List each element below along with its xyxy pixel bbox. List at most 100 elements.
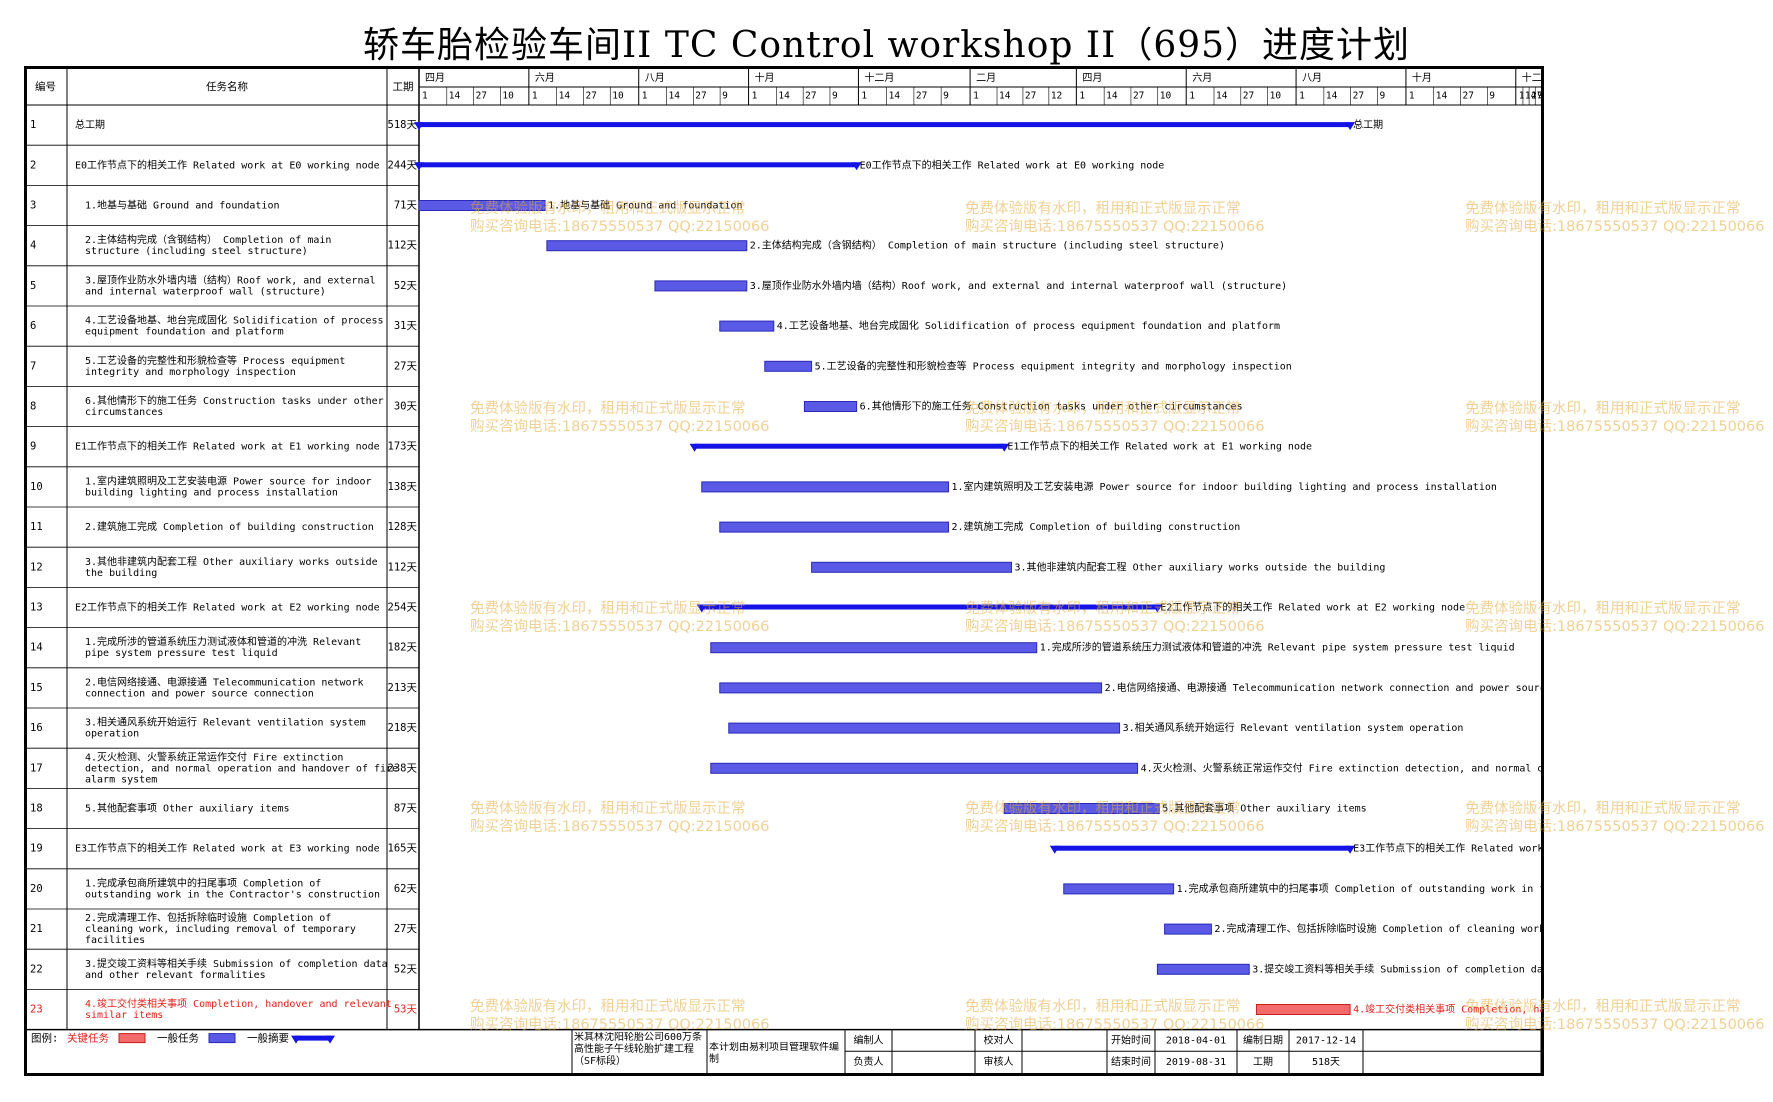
task-name: equipment foundation and platform: [85, 327, 284, 338]
task-id: 8: [30, 401, 36, 413]
timeline-month-label: 十月: [1412, 71, 1432, 84]
bar-label: 5.其他配套事项 Other auxiliary items: [1162, 802, 1367, 815]
timeline-tick-label: 27: [916, 91, 927, 102]
task-name: cleaning work, including removal of temp…: [85, 924, 356, 935]
task-id: 7: [30, 360, 36, 372]
task-name: 4.灭火检测、火警系统正常运作交付 Fire extinction: [85, 750, 343, 763]
task-name: 3.其他非建筑内配套工程 Other auxiliary works outsi…: [85, 555, 378, 568]
timeline-tick-label: 27: [1243, 91, 1254, 102]
task-bar: [701, 481, 949, 493]
summary-start-marker: [696, 604, 707, 613]
footer-company: 米其林沈阳轮胎公司600万条高性能子午线轮胎扩建工程（SF标段）: [574, 1031, 703, 1067]
task-bar: [719, 521, 949, 533]
bar-label: 2.完成清理工作、包括拆除临时设施 Completion of cleaning…: [1214, 922, 1541, 935]
task-bar: [1063, 883, 1175, 895]
task-id: 10: [30, 481, 43, 493]
footer-auditor-label: 审核人: [984, 1055, 1014, 1068]
task-duration: 62天: [394, 883, 418, 895]
task-duration: 182天: [388, 642, 418, 654]
header-no: 编号: [35, 80, 56, 93]
task-name: integrity and morphology inspection: [85, 367, 296, 378]
timeline-tick-label: 14: [1326, 91, 1338, 102]
task-name: 3.提交竣工资料等相关手续 Submission of completion d…: [85, 957, 388, 970]
task-name: circumstances: [85, 407, 163, 418]
summary-end-marker: [1345, 845, 1356, 854]
task-bar: [1156, 963, 1250, 975]
task-duration: 27天: [394, 923, 418, 935]
timeline-tick-label: 1: [1519, 91, 1525, 102]
summary-end-marker: [851, 162, 862, 171]
timeline-tick-label: 27: [1531, 91, 1541, 102]
timeline-tick-label: 10: [1160, 91, 1172, 102]
task-id: 21: [30, 923, 43, 935]
task-name: building lighting and process installati…: [85, 487, 338, 498]
bar-label: E1工作节点下的相关工作 Related work at E1 working …: [1007, 440, 1312, 453]
legend-normal-label: 一般任务: [157, 1032, 199, 1045]
task-duration: 27天: [394, 360, 418, 372]
timeline-month-label: 十月: [755, 71, 775, 84]
timeline-tick-label: 14: [1525, 91, 1537, 102]
summary-start-marker: [414, 162, 424, 171]
timeline-month-label: 八月: [1302, 72, 1322, 84]
task-name: the building: [85, 568, 157, 579]
bar-label: E2工作节点下的相关工作 Related work at E2 working …: [1160, 601, 1465, 614]
bar-label: 2.电信网络接通、电源接通 Telecommunication network …: [1105, 681, 1541, 694]
task-name: 5.工艺设备的完整性和形貌检查等 Process equipment: [85, 354, 345, 367]
bar-label: 3.相关通风系统开始运行 Relevant ventilation system…: [1123, 721, 1464, 734]
summary-bar: [694, 443, 1005, 449]
task-duration: 52天: [394, 280, 418, 292]
task-duration: 112天: [388, 561, 418, 573]
footer-duration-label: 工期: [1253, 1056, 1273, 1068]
timeline-tick-label: 1: [642, 91, 648, 102]
bar-label: 1.地基与基础 Ground and foundation: [548, 199, 743, 212]
timeline-tick-label: 1: [752, 91, 758, 102]
timeline-tick-label: 10: [1270, 91, 1282, 102]
legend-critical-swatch: [118, 1033, 146, 1044]
timeline-month-label: 八月: [645, 72, 665, 84]
timeline-tick-label: 14: [889, 91, 901, 102]
task-duration: 254天: [388, 602, 418, 614]
bar-label: 4.工艺设备地基、地台完成固化 Solidification of proces…: [777, 319, 1280, 332]
task-bar: [418, 200, 546, 211]
task-duration: 518天: [388, 119, 418, 131]
task-name: 4.工艺设备地基、地台完成固化 Solidification of proces…: [85, 314, 384, 327]
task-duration: 244天: [388, 159, 418, 171]
task-duration: 30天: [394, 401, 418, 413]
footer-reviewer-label: 校对人: [984, 1033, 1014, 1046]
timeline-tick-label: 1: [532, 91, 538, 102]
summary-start-marker: [1049, 845, 1060, 854]
task-name: facilities: [85, 935, 145, 946]
task-id: 12: [30, 561, 43, 573]
bar-label: 1.室内建筑照明及工艺安装电源 Power source for indoor …: [951, 480, 1496, 493]
task-name: 1.完成承包商所建筑中的扫尾事项 Completion of: [85, 876, 321, 889]
task-id: 14: [30, 642, 43, 654]
timeline-tick-label: 27: [1025, 91, 1036, 102]
timeline-tick-label: 27: [695, 91, 706, 102]
task-bar: [728, 722, 1121, 734]
task-duration: 218天: [388, 722, 418, 734]
task-duration: 238天: [388, 762, 418, 774]
footer-date: 2017-12-14: [1296, 1035, 1356, 1046]
task-bar: [803, 401, 858, 412]
timeline-tick-label: 1: [861, 91, 867, 102]
task-name: 6.其他情形下的施工任务 Construction tasks under ot…: [85, 394, 384, 407]
timeline-tick-label: 10: [612, 91, 624, 102]
task-bar: [719, 682, 1103, 694]
timeline-month-label: 四月: [1082, 72, 1102, 84]
timeline-tick-label: 27: [1463, 91, 1474, 102]
timeline-tick-label: 1: [1299, 91, 1305, 102]
timeline-tick-label: 14: [1216, 91, 1228, 102]
task-name: E1工作节点下的相关工作 Related work at E1 working …: [75, 440, 380, 453]
timeline-tick-label: 14: [669, 91, 681, 102]
timeline-tick-label: 9: [1537, 91, 1541, 102]
legend-summary-marker: [291, 1035, 301, 1044]
legend-normal-swatch: [208, 1033, 236, 1044]
task-id: 5: [30, 280, 36, 292]
timeline-tick-label: 14: [1106, 91, 1118, 102]
bar-label: 总工期: [1353, 118, 1383, 131]
task-name: 3.相关通风系统开始运行 Relevant ventilation system: [85, 716, 366, 729]
task-duration: 138天: [388, 481, 418, 493]
bar-label: E3工作节点下的相关工作 Related work at E3 working …: [1353, 842, 1541, 855]
bar-label: 5.工艺设备的完整性和形貌检查等 Process equipment integ…: [815, 359, 1292, 372]
footer-maker-label: 编制人: [854, 1033, 884, 1046]
